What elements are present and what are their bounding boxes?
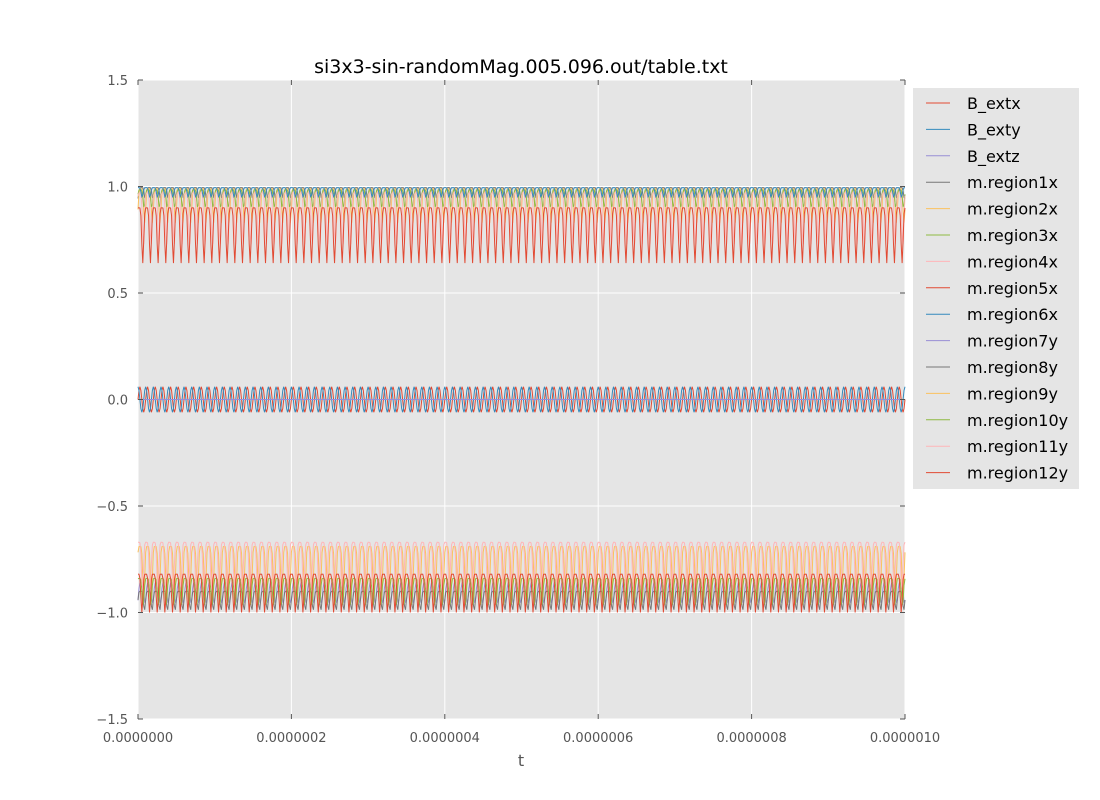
y-tick-label: 0.5	[107, 287, 128, 302]
legend-entry: m.region11y	[967, 437, 1068, 456]
series-line-m-region6x	[138, 187, 906, 199]
axes: 0.0000000 0.0000002 0.0000004 0.0000006 0.00…	[96, 74, 940, 746]
legend-entry: m.region9y	[967, 384, 1058, 403]
series-line-m-region4x	[137, 192, 906, 245]
legend-entry: m.region12y	[967, 464, 1068, 483]
y-tick-label: 1.5	[107, 74, 128, 89]
x-tick-label: 0.0000010	[870, 731, 940, 746]
x-tick-label: 0.0000004	[410, 731, 480, 746]
y-tick-label: −0.5	[96, 500, 128, 515]
legend-entry: m.region3x	[967, 226, 1058, 245]
y-tick-label: −1.5	[96, 713, 128, 728]
legend-entry: m.region2x	[967, 200, 1058, 219]
y-tick-label: −1.0	[96, 607, 128, 622]
y-tick-label: 1.0	[107, 181, 128, 196]
series-line-b-exty	[137, 386, 906, 413]
legend-entry: m.region1x	[967, 173, 1058, 192]
legend: B_extx B_exty B_extz m.region1x m.region2x m.…	[913, 88, 1079, 489]
legend-entry: B_extx	[967, 94, 1021, 114]
series-line-m-region5x	[137, 207, 906, 264]
x-tick-label: 0.0000008	[716, 731, 786, 746]
legend-entry: m.region8y	[967, 358, 1058, 377]
legend-entry: B_exty	[967, 120, 1021, 140]
series-line-m-region12y	[137, 573, 906, 613]
x-tick-label: 0.0000000	[103, 731, 173, 746]
legend-entry: m.region6x	[967, 305, 1058, 324]
legend-entry: m.region7y	[967, 332, 1058, 351]
x-tick-label: 0.0000006	[563, 731, 633, 746]
legend-entry: m.region10y	[967, 411, 1068, 430]
series-line-m-region10y	[137, 577, 906, 605]
x-tick-label: 0.0000002	[256, 731, 326, 746]
series-layer	[137, 187, 906, 613]
legend-entry: m.region5x	[967, 279, 1058, 298]
legend-box	[913, 88, 1079, 489]
legend-entry: m.region4x	[967, 252, 1058, 271]
x-axis-label: t	[518, 751, 524, 770]
legend-entry: B_extz	[967, 147, 1020, 167]
chart-title: si3x3-sin-randomMag.005.096.out/table.tx…	[314, 56, 728, 78]
series-line-m-region11y	[137, 541, 906, 590]
y-tick-label: 0.0	[107, 394, 128, 409]
